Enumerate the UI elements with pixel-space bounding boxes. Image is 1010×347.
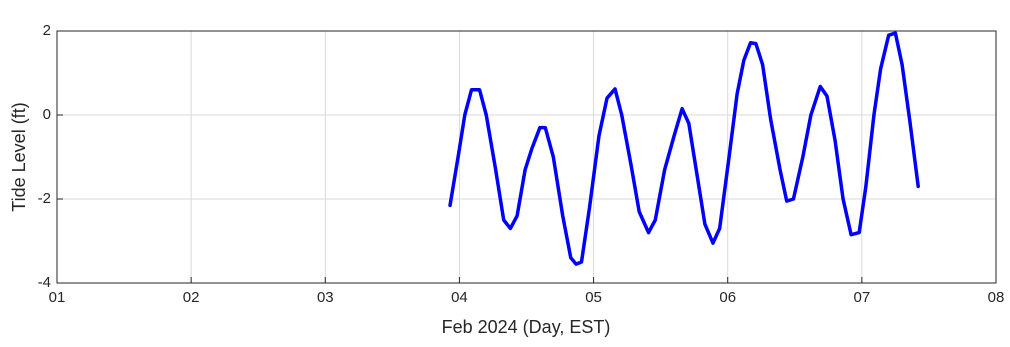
y-tick-label: -4 <box>38 274 51 291</box>
y-tick-label: 0 <box>43 106 51 123</box>
x-tick-label: 07 <box>854 289 871 306</box>
y-axis-label: Tide Level (ft) <box>9 102 29 211</box>
x-tick-label: 01 <box>49 289 66 306</box>
x-tick-label: 03 <box>317 289 334 306</box>
x-axis-label: Feb 2024 (Day, EST) <box>442 317 611 337</box>
x-tick-label: 04 <box>451 289 468 306</box>
x-tick-label: 08 <box>988 289 1005 306</box>
x-tick-label: 06 <box>719 289 736 306</box>
tide-line <box>448 31 920 266</box>
plot-frame <box>56 30 997 284</box>
y-tick-label: 2 <box>43 22 51 39</box>
x-tick-label: 05 <box>585 289 602 306</box>
plot-area <box>57 31 996 283</box>
y-tick-label: -2 <box>38 190 51 207</box>
x-tick-label: 02 <box>183 289 200 306</box>
